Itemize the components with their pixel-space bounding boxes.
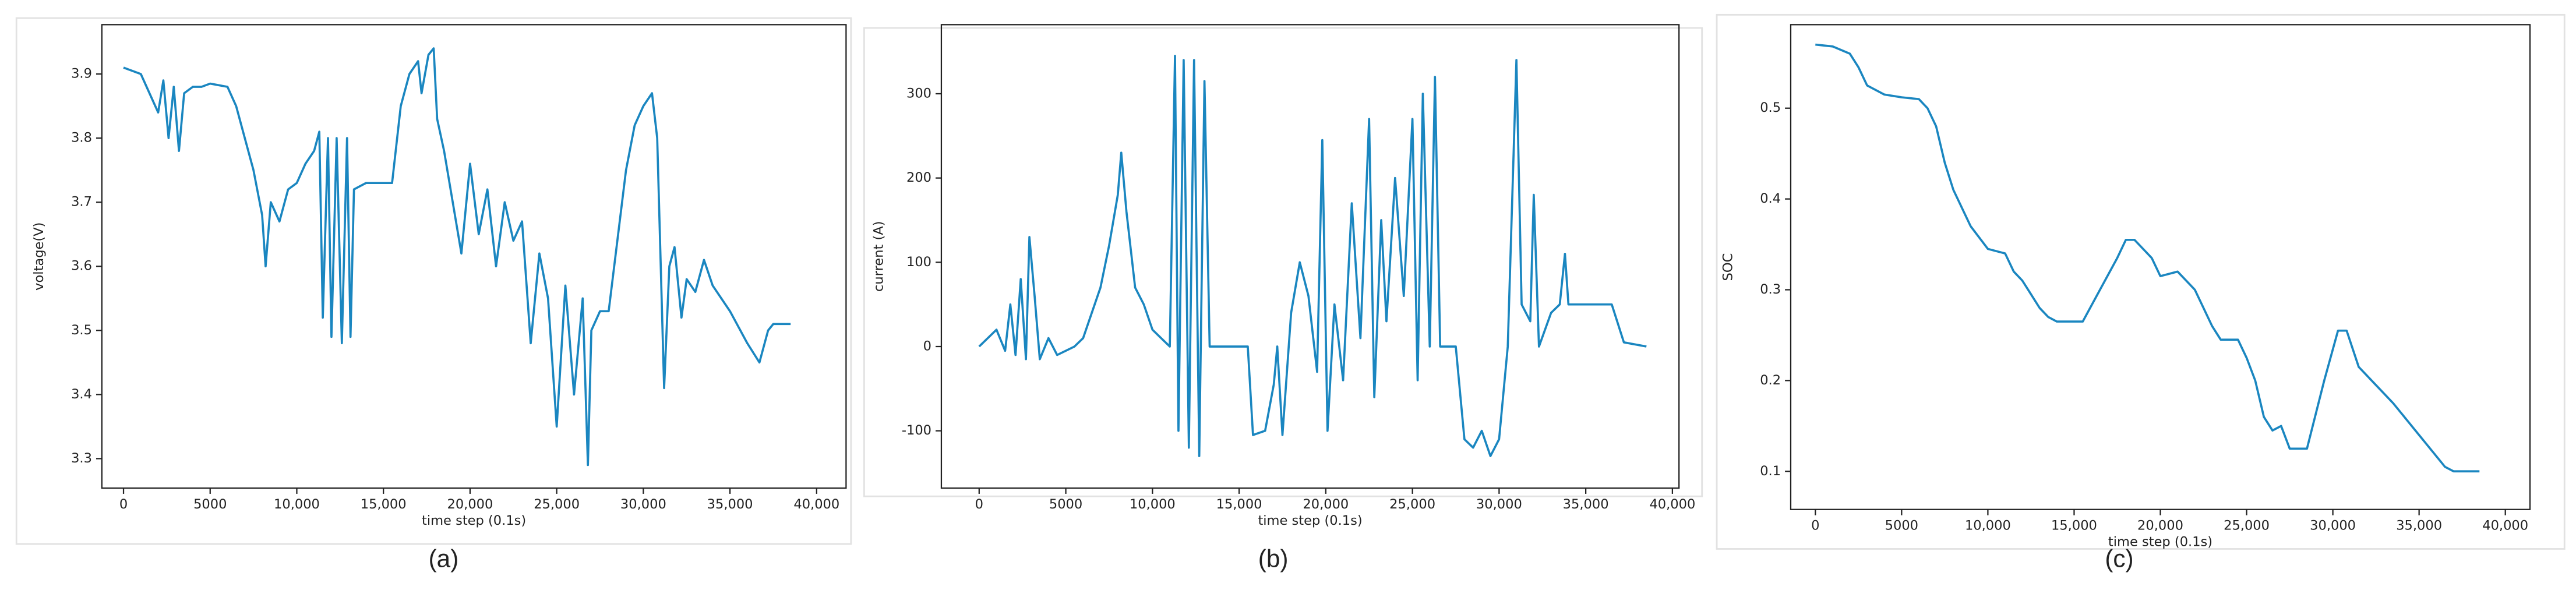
x-tick-label: 20,000 [447, 497, 493, 512]
y-tick-label: 3.3 [71, 451, 92, 466]
y-axis-label: current (A) [871, 221, 886, 292]
x-tick-label: 10,000 [274, 497, 320, 512]
y-axis-label: voltage(V) [31, 222, 47, 291]
x-tick-label: 25,000 [534, 497, 580, 512]
y-tick-label: 3.8 [71, 130, 92, 146]
panel-border [1716, 13, 2566, 550]
y-tick-label: 0.3 [1760, 282, 1781, 297]
y-tick-label: 0.5 [1760, 100, 1781, 115]
x-tick-label: 30,000 [620, 497, 666, 512]
panel-border [863, 27, 1703, 497]
plot-frame [1790, 24, 2531, 510]
x-tick-label: 10,000 [1130, 497, 1176, 512]
data-line [123, 47, 791, 467]
y-tick-label: 200 [906, 170, 931, 185]
y-tick-label: 0 [923, 338, 931, 354]
x-tick-label: 35,000 [2396, 518, 2442, 533]
y-tick-label: 3.4 [71, 387, 92, 402]
y-tick-label: -100 [902, 423, 931, 438]
data-line [978, 55, 1647, 457]
y-tick-label: 0.4 [1760, 191, 1781, 206]
x-tick-label: 0 [975, 497, 983, 512]
plot-frame [101, 24, 847, 489]
x-tick-label: 15,000 [2051, 518, 2097, 533]
plot-frame [940, 24, 1680, 489]
y-tick-label: 100 [906, 255, 931, 270]
x-tick-label: 30,000 [2310, 518, 2356, 533]
x-tick-label: 40,000 [793, 497, 839, 512]
data-line [1815, 43, 2480, 473]
x-tick-label: 5000 [1885, 518, 1918, 533]
y-tick-label: 3.5 [71, 323, 92, 338]
x-tick-label: 30,000 [1476, 497, 1522, 512]
caption: (c) [2105, 545, 2133, 572]
x-axis-label: time step (0.1s) [422, 513, 526, 528]
x-tick-label: 0 [119, 497, 128, 512]
x-tick-label: 5000 [1049, 497, 1082, 512]
y-tick-label: 0.2 [1760, 373, 1781, 388]
x-tick-label: 5000 [193, 497, 227, 512]
x-tick-label: 35,000 [1563, 497, 1609, 512]
y-tick-label: 3.6 [71, 259, 92, 274]
y-tick-label: 300 [906, 86, 931, 101]
y-axis-label: SOC [1720, 253, 1735, 281]
caption: (b) [1258, 545, 1289, 572]
x-tick-label: 40,000 [1649, 497, 1695, 512]
x-tick-label: 20,000 [1303, 497, 1349, 512]
y-tick-label: 3.7 [71, 195, 92, 210]
x-tick-label: 15,000 [1216, 497, 1262, 512]
y-tick-label: 3.9 [71, 66, 92, 82]
panel-border [15, 17, 852, 545]
x-tick-label: 0 [1811, 518, 1819, 533]
x-tick-label: 20,000 [2137, 518, 2183, 533]
x-tick-label: 25,000 [1389, 497, 1435, 512]
y-tick-label: 0.1 [1760, 464, 1781, 479]
x-tick-label: 40,000 [2482, 518, 2528, 533]
x-axis-label: time step (0.1s) [2108, 535, 2212, 550]
x-tick-label: 25,000 [2224, 518, 2270, 533]
caption: (a) [429, 545, 459, 572]
x-tick-label: 10,000 [1965, 518, 2011, 533]
x-axis-label: time step (0.1s) [1258, 513, 1362, 528]
x-tick-label: 35,000 [707, 497, 753, 512]
x-tick-label: 15,000 [361, 497, 407, 512]
